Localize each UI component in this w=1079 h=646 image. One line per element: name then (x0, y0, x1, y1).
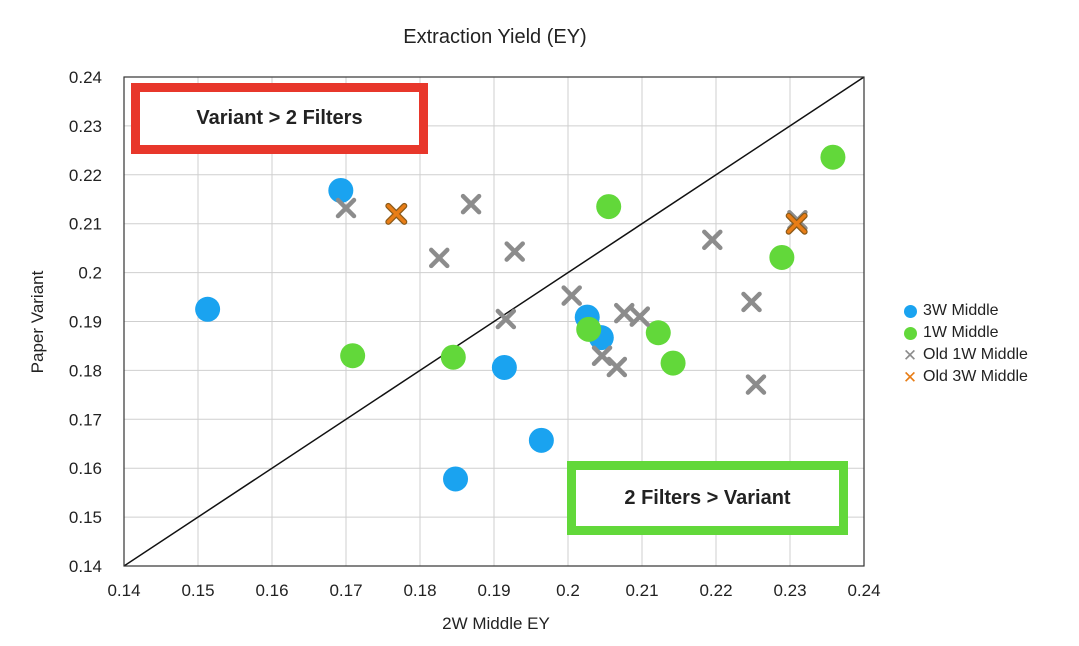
legend: 3W Middle 1W Middle ✕ Old 1W Middle ✕ Ol… (897, 300, 1028, 388)
x-tick-label: 0.2 (556, 581, 580, 600)
y-tick-label: 0.15 (69, 508, 102, 527)
y-tick-label: 0.22 (69, 166, 102, 185)
legend-label-1w-middle: 1W Middle (923, 324, 999, 341)
tick-labels: 0.14 0.15 0.16 0.17 0.18 0.19 0.2 0.21 0.22 0.23 0… (69, 68, 881, 600)
point-old-1w-middle (495, 308, 517, 330)
point-1w-middle (769, 244, 795, 270)
point-old-1w-middle (460, 193, 482, 215)
point-3w-middle (528, 427, 554, 453)
legend-item-old-3w-middle: ✕ Old 3W Middle (897, 366, 1028, 388)
diagonal-reference-line (123, 76, 865, 567)
x-tick-label: 0.18 (403, 581, 436, 600)
x-tick-label: 0.16 (255, 581, 288, 600)
point-3w-middle (328, 177, 354, 203)
y-tick-label: 0.16 (69, 459, 102, 478)
x-tick-label: 0.17 (329, 581, 362, 600)
x-axis-label: 2W Middle EY (442, 614, 550, 633)
data-points (195, 144, 846, 492)
point-old-1w-middle (613, 302, 635, 324)
y-tick-label: 0.19 (69, 313, 102, 332)
legend-swatch-old-3w-middle: ✕ (902, 367, 918, 387)
plot-frame (123, 76, 865, 567)
point-old-1w-middle (591, 345, 613, 366)
point-1w-middle (660, 350, 686, 376)
point-1w-middle (820, 144, 846, 170)
x-tick-label: 0.14 (107, 581, 140, 600)
point-1w-middle (340, 343, 366, 369)
y-axis-label: Paper Variant (28, 270, 47, 373)
y-tick-label: 0.23 (69, 117, 102, 136)
point-old-1w-middle (335, 197, 357, 219)
point-1w-middle (596, 194, 622, 220)
x-tick-label: 0.19 (477, 581, 510, 600)
point-old-1w-middle (629, 306, 651, 327)
filters-gt-variant-annotation: 2 Filters > Variant (567, 461, 848, 535)
legend-item-old-1w-middle: ✕ Old 1W Middle (897, 344, 1028, 366)
point-old-1w-middle (741, 291, 762, 313)
point-old-3w-middle (785, 212, 808, 235)
point-old-1w-middle (428, 247, 450, 269)
point-old-3w-middle (385, 202, 408, 225)
filters-gt-variant-text: 2 Filters > Variant (624, 486, 791, 509)
point-1w-middle (645, 320, 671, 346)
legend-label-old-3w-middle: Old 3W Middle (923, 368, 1028, 385)
y-tick-label: 0.24 (69, 68, 102, 87)
y-tick-label: 0.18 (69, 361, 102, 380)
x-tick-label: 0.22 (699, 581, 732, 600)
point-old-1w-middle (702, 229, 723, 251)
x-tick-label: 0.15 (181, 581, 214, 600)
legend-item-1w-middle: 1W Middle (897, 322, 1028, 344)
x-tick-label: 0.24 (847, 581, 880, 600)
legend-swatch-old-1w-middle: ✕ (902, 345, 918, 365)
legend-label-old-1w-middle: Old 1W Middle (923, 346, 1028, 363)
y-tick-label: 0.14 (69, 557, 102, 576)
point-old-1w-middle (561, 285, 582, 306)
y-tick-label: 0.17 (69, 410, 102, 429)
variant-gt-filters-annotation: Variant > 2 Filters (131, 83, 428, 154)
point-3w-middle (491, 354, 517, 380)
chart-title: Extraction Yield (EY) (403, 26, 587, 48)
y-tick-label: 0.21 (69, 215, 102, 234)
x-tick-label: 0.23 (773, 581, 806, 600)
point-old-1w-middle (504, 241, 525, 262)
point-3w-middle (195, 296, 221, 322)
variant-gt-filters-text: Variant > 2 Filters (196, 107, 363, 129)
point-old-1w-middle (606, 356, 628, 378)
point-3w-middle (443, 466, 469, 492)
y-tick-label: 0.2 (78, 264, 102, 283)
legend-swatch-1w-middle (897, 326, 923, 340)
legend-item-3w-middle: 3W Middle (897, 300, 1028, 322)
point-1w-middle (576, 316, 602, 342)
legend-label-3w-middle: 3W Middle (923, 302, 999, 319)
x-tick-label: 0.21 (625, 581, 658, 600)
point-old-1w-middle (745, 374, 767, 395)
legend-swatch-3w-middle (897, 304, 923, 318)
point-1w-middle (440, 344, 466, 370)
